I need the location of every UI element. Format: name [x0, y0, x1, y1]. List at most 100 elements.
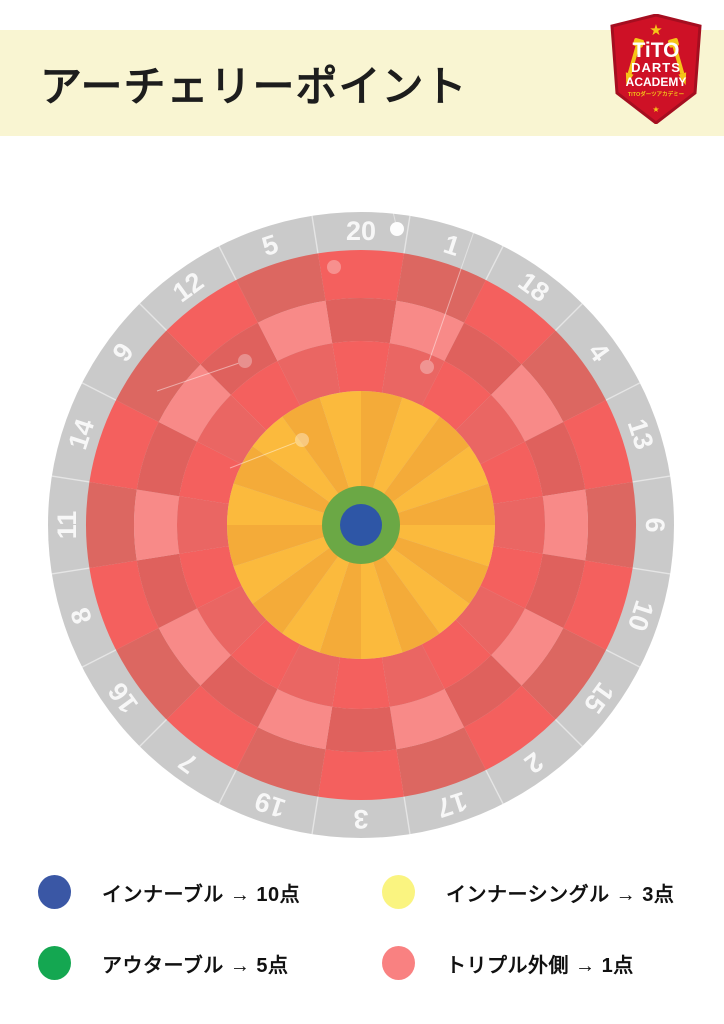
inner-single-label: インナーシングル → 3点 — [446, 883, 675, 906]
middle-red-sector — [444, 655, 522, 728]
sector-divider-line — [403, 796, 411, 835]
title-banner: アーチェリーポイント — [0, 30, 724, 136]
outer-red-sector — [563, 400, 633, 490]
legend-item-inner-bull: インナーブル → 10点 — [38, 875, 382, 909]
logo-star-bottom-icon: ★ — [652, 105, 659, 114]
middle-red-sector — [524, 553, 586, 629]
inner-red-sector — [332, 341, 390, 393]
inner-red-sector — [480, 545, 543, 609]
outer-red-sector — [464, 685, 556, 771]
sector-divider-line — [139, 718, 168, 747]
outer-red-sector — [521, 330, 607, 422]
outer-red-sector — [563, 560, 633, 650]
middle-red-sector — [389, 688, 465, 750]
outer-red-sector — [396, 253, 486, 323]
middle-red-sector — [134, 489, 180, 561]
inner-red-sector — [493, 496, 545, 554]
dart-marker-tail — [229, 442, 296, 469]
inner-red-sector — [230, 619, 301, 689]
segment-number: 11 — [52, 511, 82, 540]
segment-number: 20 — [346, 216, 376, 246]
inner-red-sector — [381, 343, 445, 406]
inner-red-sector — [381, 644, 445, 707]
logo-shield-graphic: ★ TiTO DARTS ACADEMY TiTOダーツアカデミー ★ — [610, 13, 702, 125]
sector-divider-line — [311, 796, 319, 835]
middle-red-sector — [524, 421, 586, 497]
middle-red-sector — [257, 688, 333, 750]
sector-divider-line — [218, 245, 237, 281]
logo-star-top-icon: ★ — [649, 22, 662, 39]
logo-text-academy: ACADEMY — [626, 75, 687, 89]
logo-dart-left-icon — [625, 38, 644, 86]
inner-single-swatch — [382, 875, 415, 909]
middle-red-sector — [325, 706, 397, 753]
inner-red-sector — [179, 441, 242, 505]
triple-outer-label: トリプル外側 → 1点 — [446, 954, 634, 977]
middle-red-sector — [389, 300, 465, 362]
inner-red-sector — [197, 585, 267, 656]
dart-marker-tail — [156, 362, 239, 392]
middle-red-sector — [491, 364, 564, 442]
dart-marker — [420, 360, 434, 374]
points-legend: インナーブル → 10点 インナーシングル → 3点 アウターブル → 5点 ト… — [38, 875, 674, 980]
dart-marker — [327, 260, 341, 274]
outer-red-sector — [236, 727, 326, 797]
inner-red-sector — [332, 657, 390, 710]
logo-text-darts: DARTS — [631, 60, 681, 75]
tito-darts-academy-logo: ★ TiTO DARTS ACADEMY TiTOダーツアカデミー ★ — [608, 13, 704, 125]
outer-red-sector — [166, 685, 258, 771]
sector-divider-line — [554, 303, 583, 332]
segment-number: 3 — [353, 804, 368, 834]
sector-divider-line — [51, 475, 90, 483]
sector-divider-line — [81, 382, 117, 401]
inner-red-sector — [179, 545, 242, 609]
middle-red-sector — [158, 608, 231, 686]
inner-bull — [340, 504, 382, 546]
outer-red-sector — [115, 330, 201, 422]
inner-red-sector — [421, 361, 492, 431]
sector-divider-line — [311, 215, 319, 254]
middle-red-sector — [200, 322, 278, 395]
middle-red-sector — [200, 655, 278, 728]
inner-red-sector — [421, 619, 492, 689]
sector-divider-line — [605, 649, 641, 668]
inner-red-sector — [277, 644, 341, 707]
outer-red-sector — [585, 481, 636, 569]
sector-divider-line — [403, 215, 411, 254]
outer-bull-swatch — [38, 946, 71, 980]
inner-red-sector — [277, 343, 341, 406]
outer-red-sector — [521, 628, 607, 720]
sector-divider-line — [485, 245, 504, 281]
sector-divider-line — [632, 567, 671, 575]
inner-red-sector — [480, 441, 543, 505]
sector-divider-line — [632, 475, 671, 483]
segment-number: 6 — [640, 517, 670, 532]
page-title: アーチェリーポイント — [40, 62, 468, 110]
dart-marker-tail — [390, 202, 396, 223]
triple-outer-swatch — [382, 946, 415, 980]
outer-red-sector — [86, 481, 137, 569]
logo-text-tito: TiTO — [632, 39, 679, 62]
sector-divider-line — [51, 567, 90, 575]
outer-bull-label: アウターブル → 5点 — [102, 954, 289, 977]
dart-marker — [295, 433, 309, 447]
outer-red-sector — [89, 560, 159, 650]
sector-divider-line — [218, 769, 237, 805]
inner-red-sector — [455, 394, 525, 465]
inner-bull-label: インナーブル → 10点 — [102, 883, 301, 906]
dart-marker — [238, 354, 252, 368]
inner-bull-swatch — [38, 875, 71, 909]
outer-red-sector — [317, 250, 405, 301]
sector-divider-line — [605, 382, 641, 401]
outer-red-sector — [317, 749, 405, 800]
inner-red-sector — [177, 496, 229, 554]
middle-red-sector — [491, 608, 564, 686]
inner-red-sector — [197, 394, 267, 465]
legend-item-outer-bull: アウターブル → 5点 — [38, 946, 382, 980]
legend-item-inner-single: インナーシングル → 3点 — [382, 875, 674, 909]
outer-red-sector — [89, 400, 159, 490]
sector-divider-line — [139, 303, 168, 332]
inner-red-sector — [455, 585, 525, 656]
